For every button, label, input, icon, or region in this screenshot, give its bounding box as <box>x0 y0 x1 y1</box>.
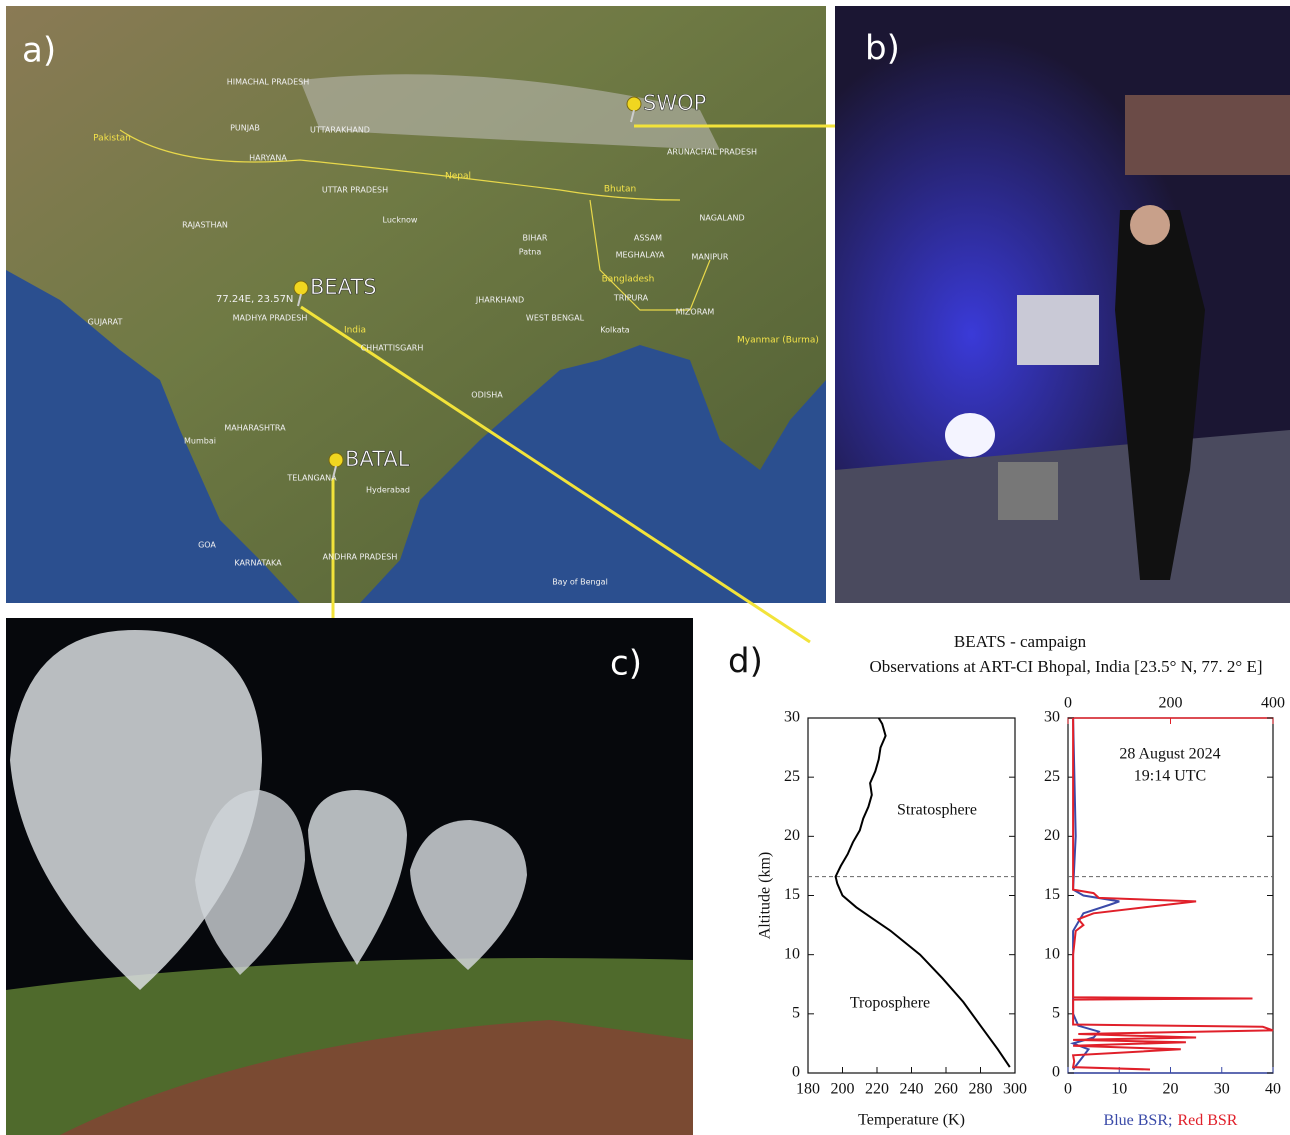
place-label: ANDHRA PRADESH <box>323 553 398 562</box>
wall <box>1125 95 1290 175</box>
place-label: TELANGANA <box>286 474 337 483</box>
x-tick-label: 20 <box>1163 1081 1179 1098</box>
place-label: Nepal <box>445 172 471 182</box>
panel-label: c) <box>610 644 642 684</box>
y-axis-label: Altitude (km) <box>757 852 774 940</box>
place-label: BIHAR <box>523 234 548 243</box>
chart-title: BEATS - campaign <box>954 632 1087 651</box>
y-tick-label: 30 <box>784 709 800 726</box>
x-tick-label: 40 <box>1265 1081 1281 1098</box>
x-axis-label-part: Red BSR <box>1177 1112 1237 1129</box>
place-label: ARUNACHAL PRADESH <box>667 148 757 157</box>
y-tick-label: 0 <box>792 1064 800 1081</box>
place-label: MADHYA PRADESH <box>233 314 308 323</box>
payload <box>998 462 1058 520</box>
figure: Pakistan Nepal Bhutan Bangladesh India Myanma… <box>0 0 1290 1135</box>
place-label: CHHATTISGARH <box>361 344 424 353</box>
place-label: KARNATAKA <box>234 559 282 568</box>
x-tick-label: 0 <box>1064 1081 1072 1098</box>
y-tick-label: 25 <box>784 768 800 785</box>
x-tick-label: 180 <box>796 1081 820 1098</box>
place-label: UTTARAKHAND <box>310 126 370 135</box>
panel-label: d) <box>728 642 763 682</box>
x-tick-label: 300 <box>1003 1081 1027 1098</box>
place-label: RAJASTHAN <box>182 221 228 230</box>
panel-label: b) <box>865 29 900 69</box>
place-label: MANIPUR <box>692 253 729 262</box>
y-tick-label: 20 <box>1044 827 1060 844</box>
pin <box>294 281 308 295</box>
place-label: Mumbai <box>184 437 216 446</box>
y-tick-label: 15 <box>784 886 800 903</box>
pin <box>329 453 343 467</box>
x2-tick-label: 200 <box>1159 695 1183 712</box>
place-label: Myanmar (Burma) <box>737 336 819 346</box>
y-tick-label: 15 <box>1044 886 1060 903</box>
x-tick-label: 10 <box>1111 1081 1127 1098</box>
x-tick-label: 200 <box>831 1081 855 1098</box>
pin <box>627 97 641 111</box>
annotation: Troposphere <box>850 995 930 1012</box>
photo-c <box>6 618 693 1135</box>
payload <box>1017 295 1099 365</box>
place-label: GUJARAT <box>88 318 123 327</box>
place-label: India <box>344 326 366 336</box>
place-label: MEGHALAYA <box>616 251 665 260</box>
place-label: TRIPURA <box>613 294 649 303</box>
place-label: MIZORAM <box>676 308 715 317</box>
place-label: Bhutan <box>604 185 636 195</box>
place-label: HIMACHAL PRADESH <box>227 78 310 87</box>
y-tick-label: 10 <box>784 945 800 962</box>
place-label: PUNJAB <box>230 124 260 133</box>
y-tick-label: 10 <box>1044 945 1060 962</box>
place-label: ODISHA <box>471 391 503 400</box>
place-label: MAHARASHTRA <box>224 424 286 433</box>
y-tick-label: 20 <box>784 827 800 844</box>
place-label: Hyderabad <box>366 486 410 495</box>
chart-subtitle: Observations at ART-CI Bhopal, India [23… <box>870 657 1263 676</box>
place-label: NAGALAND <box>699 214 744 223</box>
profile-line <box>1073 718 1119 1070</box>
place-label: Kolkata <box>600 326 629 335</box>
x2-tick-label: 0 <box>1064 695 1072 712</box>
place-label: Lucknow <box>383 216 418 225</box>
place-label: Bay of Bengal <box>552 578 608 587</box>
y-tick-label: 0 <box>1052 1064 1060 1081</box>
place-label: JHARKHAND <box>475 296 524 305</box>
x-tick-label: 240 <box>900 1081 924 1098</box>
x-axis-label: Temperature (K) <box>858 1112 965 1129</box>
y-tick-label: 25 <box>1044 768 1060 785</box>
pin-label: BEATS <box>310 275 377 299</box>
plot-frame <box>808 718 1015 1073</box>
place-label: UTTAR PRADESH <box>322 186 388 195</box>
x-tick-label: 220 <box>865 1081 889 1098</box>
coordinate-label: 77.24E, 23.57N <box>216 294 293 305</box>
annotation: 28 August 2024 <box>1119 746 1220 763</box>
y-tick-label: 5 <box>792 1005 800 1022</box>
person <box>1130 205 1170 245</box>
pin-label: SWOP <box>643 91 706 115</box>
x2-tick-label: 400 <box>1261 695 1285 712</box>
annotation: Stratosphere <box>897 802 977 819</box>
y-tick-label: 30 <box>1044 709 1060 726</box>
pin-label: BATAL <box>345 447 410 471</box>
lamp <box>945 413 995 457</box>
place-label: Pakistan <box>93 134 131 144</box>
x-tick-label: 260 <box>934 1081 958 1098</box>
place-label: ASSAM <box>634 234 662 243</box>
annotation: 19:14 UTC <box>1134 768 1206 785</box>
place-label: Bangladesh <box>602 275 655 285</box>
x-tick-label: 30 <box>1214 1081 1230 1098</box>
panel-label: a) <box>22 31 56 71</box>
x-axis-label-part: Blue BSR; <box>1104 1112 1173 1129</box>
place-label: Patna <box>519 248 542 257</box>
place-label: HARYANA <box>249 154 287 163</box>
x-tick-label: 280 <box>969 1081 993 1098</box>
y-tick-label: 5 <box>1052 1005 1060 1022</box>
profile-line <box>836 718 1010 1067</box>
photo-b <box>835 6 1290 603</box>
place-label: WEST BENGAL <box>526 314 585 323</box>
x-axis-label: Blue BSR;Red BSR <box>1104 1112 1238 1129</box>
place-label: GOA <box>198 541 216 550</box>
